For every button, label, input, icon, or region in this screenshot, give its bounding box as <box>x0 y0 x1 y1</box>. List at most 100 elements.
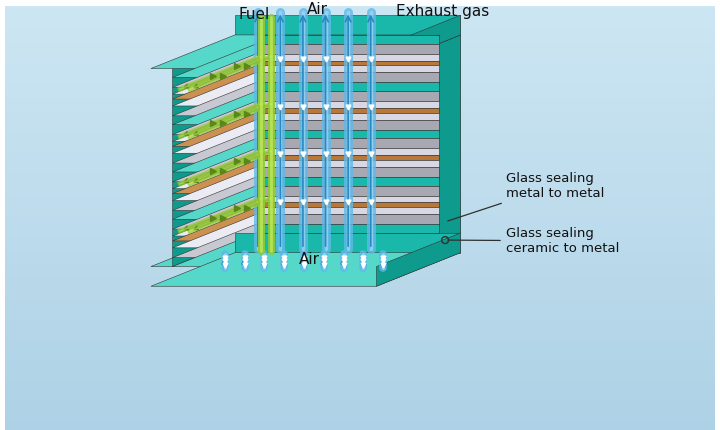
Bar <box>5 416 715 417</box>
Bar <box>5 230 715 231</box>
Bar <box>5 418 715 419</box>
Bar <box>5 88 715 89</box>
Bar <box>5 297 715 298</box>
Polygon shape <box>355 129 438 172</box>
Bar <box>5 403 715 404</box>
Bar <box>5 329 715 331</box>
Polygon shape <box>355 224 438 267</box>
Bar <box>5 225 715 226</box>
Bar <box>5 108 715 109</box>
Bar <box>5 222 715 223</box>
Polygon shape <box>256 167 438 177</box>
Bar <box>5 348 715 349</box>
Bar <box>5 219 715 220</box>
Bar <box>5 361 715 362</box>
Bar <box>5 98 715 99</box>
Bar <box>5 253 715 254</box>
Polygon shape <box>151 253 461 286</box>
Bar <box>5 192 715 193</box>
Bar <box>5 102 715 103</box>
Bar <box>5 19 715 20</box>
Bar <box>5 301 715 302</box>
Bar <box>5 421 715 422</box>
Bar <box>5 132 715 133</box>
Bar <box>5 347 715 348</box>
Bar <box>5 189 715 190</box>
Bar <box>5 397 715 399</box>
Bar <box>5 123 715 125</box>
Bar <box>5 245 715 246</box>
Bar <box>5 77 715 78</box>
Bar <box>5 52 715 54</box>
Bar <box>5 265 715 267</box>
Bar <box>5 94 715 95</box>
Bar <box>5 317 715 318</box>
Bar <box>5 99 715 100</box>
Polygon shape <box>355 82 438 125</box>
Bar <box>5 387 715 389</box>
Polygon shape <box>173 203 438 236</box>
Polygon shape <box>256 224 438 233</box>
Polygon shape <box>256 167 438 177</box>
Polygon shape <box>173 61 438 94</box>
Polygon shape <box>355 207 438 248</box>
Bar <box>5 351 715 352</box>
Polygon shape <box>256 120 438 129</box>
Polygon shape <box>173 72 438 106</box>
Bar <box>5 208 715 209</box>
Polygon shape <box>355 101 438 141</box>
Bar <box>5 51 715 52</box>
Polygon shape <box>256 129 438 138</box>
Bar <box>5 255 715 257</box>
Bar <box>5 15 715 16</box>
Bar <box>5 105 715 106</box>
Polygon shape <box>256 138 438 148</box>
Polygon shape <box>256 54 438 61</box>
Bar <box>5 43 715 44</box>
Bar <box>5 44 715 45</box>
Bar <box>5 382 715 383</box>
Bar <box>5 18 715 19</box>
Bar <box>5 248 715 249</box>
Bar <box>5 344 715 345</box>
Bar <box>5 86 715 87</box>
Bar <box>5 276 715 277</box>
Polygon shape <box>355 196 438 236</box>
Bar <box>5 399 715 400</box>
Bar <box>5 162 715 163</box>
Bar <box>5 118 715 119</box>
Bar <box>5 352 715 353</box>
Polygon shape <box>151 35 461 68</box>
Bar <box>5 194 715 196</box>
Bar <box>5 278 715 279</box>
Bar <box>5 171 715 172</box>
Bar <box>5 199 715 200</box>
Bar <box>5 227 715 228</box>
Bar <box>5 429 715 430</box>
Bar <box>5 319 715 321</box>
Bar <box>5 285 715 286</box>
Polygon shape <box>256 196 438 203</box>
Bar <box>5 420 715 421</box>
Bar <box>5 228 715 229</box>
Bar <box>5 251 715 252</box>
Polygon shape <box>256 148 438 155</box>
Bar <box>5 250 715 251</box>
Bar <box>5 306 715 307</box>
Bar <box>5 170 715 171</box>
Text: Fuel: Fuel <box>239 7 270 22</box>
Polygon shape <box>355 72 438 116</box>
Bar <box>5 309 715 310</box>
Bar <box>5 48 715 49</box>
Bar <box>5 307 715 308</box>
Bar <box>5 34 715 35</box>
Bar <box>5 358 715 359</box>
Bar <box>5 22 715 23</box>
Polygon shape <box>256 177 438 186</box>
Bar <box>5 106 715 107</box>
Bar <box>5 283 715 284</box>
Bar <box>5 11 715 12</box>
Bar <box>5 141 715 142</box>
Polygon shape <box>256 44 438 54</box>
Bar <box>5 175 715 176</box>
